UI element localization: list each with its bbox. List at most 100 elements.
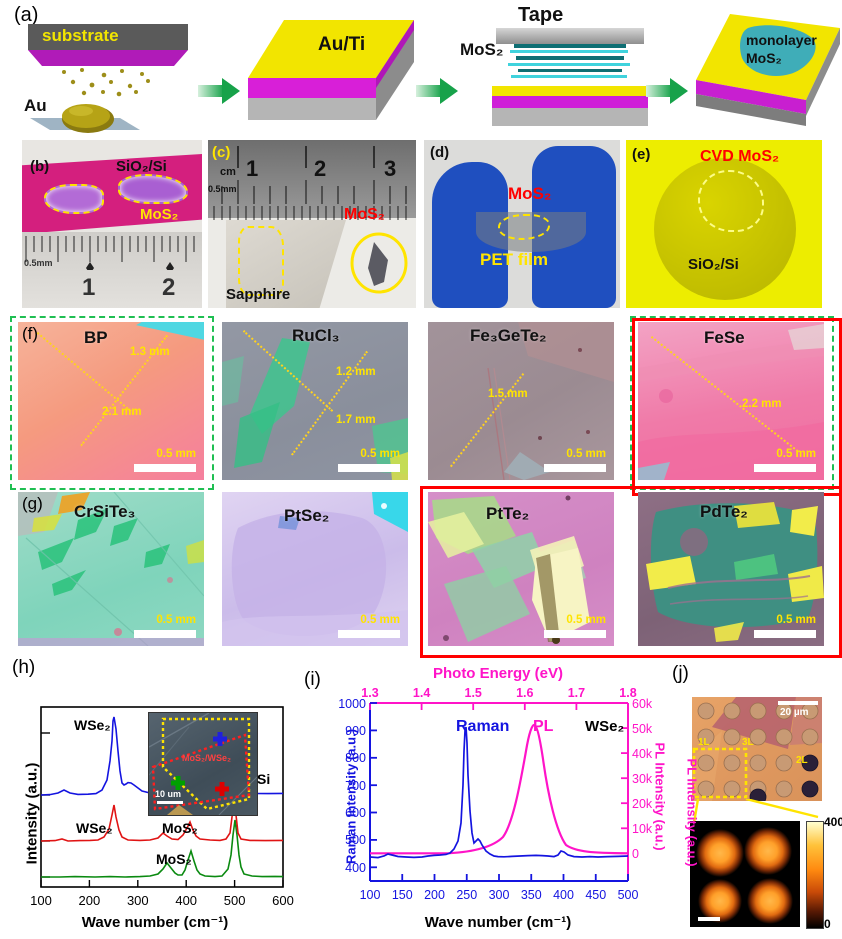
panel-h-label: (h) <box>12 657 36 678</box>
panel-j-connector <box>692 799 819 824</box>
panel-d-mos2-label: MoS₂ <box>508 184 552 203</box>
svg-text:350: 350 <box>521 888 542 902</box>
panel-h: (h) Intensity (a.u.) Wave number (cm⁻¹) … <box>0 655 300 939</box>
panel-i-x2label: Photo Energy (eV) <box>432 665 563 682</box>
panel-h-inset-material: MoS₂/WSe₂ <box>182 753 231 763</box>
svg-text:1.7: 1.7 <box>568 686 585 700</box>
panel-i-material-label: WSe₂ <box>585 718 625 735</box>
om-pdte2-scalebar <box>754 630 816 638</box>
svg-text:40k: 40k <box>632 747 653 761</box>
panel-i-label: (i) <box>304 669 321 690</box>
panel-j-label: (j) <box>672 663 689 684</box>
om-fese-scalebar-label: 0.5 mm <box>776 448 816 460</box>
panel-c-tick-1: 1 <box>246 156 259 181</box>
panel-j: (j) 20 µm 1L 3L 2L <box>668 655 842 939</box>
svg-text:200: 200 <box>79 893 101 908</box>
panel-b-substrate-label: SiO₂/Si <box>116 158 167 175</box>
panel-h-annot-mos2-red: MoS₂ <box>162 820 198 836</box>
panel-d-film-label: PET film <box>480 250 549 269</box>
om-ptse2: PtSe₂ 0.5 mm <box>222 492 408 646</box>
om-fe3gete2-name: Fe₃GeTe₂ <box>470 326 547 345</box>
svg-text:1.8: 1.8 <box>619 686 636 700</box>
om-rucl3-scalebar-label: 0.5 mm <box>360 448 400 460</box>
om-pdte2-name: PdTe₂ <box>700 502 748 521</box>
schematic-step-1: substrate Au <box>18 18 198 133</box>
svg-text:1000: 1000 <box>338 697 366 711</box>
panel-h-annot-wse2-blue: WSe₂ <box>74 717 111 733</box>
panel-j-axis-label: PL Intensity (a.u.) <box>684 758 700 867</box>
om-pdte2: PdTe₂ 0.5 mm <box>638 492 824 646</box>
panel-j-optical: 20 µm 1L 3L 2L <box>692 697 822 801</box>
svg-text:0: 0 <box>632 847 639 861</box>
om-fese-dim-1: 2.2 mm <box>742 398 782 410</box>
panel-j-scalebar-label: 20 µm <box>780 707 809 718</box>
svg-text:600: 600 <box>345 806 366 820</box>
panel-i-y2label: PL Intensity (a.u.) <box>652 742 668 851</box>
panel-c-unit-mm: 0.5mm <box>208 184 237 194</box>
au-ti-text: Au/Ti <box>318 34 366 55</box>
panel-j-colorbar <box>806 821 824 929</box>
panel-b-label: (b) <box>30 158 50 175</box>
panel-c: (c) cm 0.5mm 1 2 3 Sapphire MoS₂ <box>208 140 416 308</box>
om-bp-dim-2: 2.1 mm <box>102 406 142 418</box>
om-ptte2-scalebar-label: 0.5 mm <box>566 614 606 626</box>
panel-d: (d) MoS₂ PET film <box>424 140 620 308</box>
panel-i-ylabel: Raman Intensity (a.u.) <box>343 728 359 865</box>
panel-c-mos2-label: MoS₂ <box>344 206 385 223</box>
panel-g-frame-bottom <box>420 486 842 658</box>
panel-c-sapphire-label: Sapphire <box>226 286 291 303</box>
svg-text:100: 100 <box>30 893 52 908</box>
panel-h-inset-scale: 10 um <box>155 789 182 799</box>
panel-c-label: (c) <box>212 144 231 161</box>
panel-b-ruler-small: 0.5mm <box>24 258 53 268</box>
panel-c-unit-cm: cm <box>220 166 236 178</box>
panel-j-plmap <box>690 821 800 927</box>
panel-b-tick-1: 1 <box>82 274 96 301</box>
panel-i-pl-label: PL <box>533 718 554 735</box>
om-fe3gete2-scalebar <box>544 464 606 472</box>
panel-i-xlabel: Wave number (cm⁻¹) <box>424 914 572 931</box>
om-fe3gete2: Fe₃GeTe₂ 1.5 mm 0.5 mm <box>428 322 614 480</box>
om-fese-scalebar <box>754 464 816 472</box>
om-bp-dim-1: 1.3 mm <box>130 346 170 358</box>
mos2-text-step3: MoS₂ <box>460 40 504 59</box>
om-crsite3-name: CrSiTe₃ <box>74 502 136 521</box>
om-ptte2-name: PtTe₂ <box>486 504 530 523</box>
panel-b-flake-label: MoS₂ <box>140 206 179 223</box>
svg-text:400: 400 <box>553 888 574 902</box>
schematic-step-3: Tape MoS₂ <box>460 4 660 128</box>
panel-a: (a) substrate Au <box>0 0 842 133</box>
panel-e-wafer-label: SiO₂/Si <box>688 256 739 273</box>
svg-text:60k: 60k <box>632 697 653 711</box>
om-pdte2-scalebar-label: 0.5 mm <box>776 614 816 626</box>
svg-text:200: 200 <box>424 888 445 902</box>
panel-h-annot-mos2-green: MoS₂ <box>156 851 192 867</box>
om-crsite3-scalebar-label: 0.5 mm <box>156 614 196 626</box>
om-ptte2: PtTe₂ 0.5 mm <box>428 492 614 646</box>
panel-e: (e) CVD MoS₂ SiO₂/Si <box>626 140 822 308</box>
panel-i-plot: 1.3 1.4 1.5 1.6 1.7 1.8 100 150 200 250 300 35… <box>338 686 653 902</box>
om-fese-name: FeSe <box>704 328 745 347</box>
om-rucl3: RuCl₃ 1.2 mm 1.7 mm 0.5 mm <box>222 322 408 480</box>
arrow-icon-1 <box>198 78 240 104</box>
om-ptte2-scalebar <box>544 630 606 638</box>
panel-f-label: (f) <box>22 324 39 343</box>
om-rucl3-name: RuCl₃ <box>292 326 340 345</box>
svg-text:450: 450 <box>585 888 606 902</box>
om-rucl3-dim-1: 1.2 mm <box>336 366 376 378</box>
panel-g-label: (g) <box>22 494 43 513</box>
panel-j-layer-3l: 3L <box>742 737 754 748</box>
svg-text:50k: 50k <box>632 722 653 736</box>
svg-text:1.6: 1.6 <box>516 686 533 700</box>
panel-f-frame <box>10 316 214 490</box>
panel-i: (i) Photo Energy (eV) Wave number (cm⁻¹)… <box>298 655 668 939</box>
om-fe3gete2-dim-1: 1.5 mm <box>488 388 528 400</box>
svg-text:500: 500 <box>224 893 246 908</box>
svg-text:1.4: 1.4 <box>413 686 430 700</box>
om-rucl3-dim-2: 1.7 mm <box>336 414 376 426</box>
svg-text:10k: 10k <box>632 822 653 836</box>
om-fese: FeSe 2.2 mm 0.5 mm <box>638 322 824 480</box>
panel-f-frame-right <box>630 316 834 490</box>
om-ptse2-scalebar <box>338 630 400 638</box>
